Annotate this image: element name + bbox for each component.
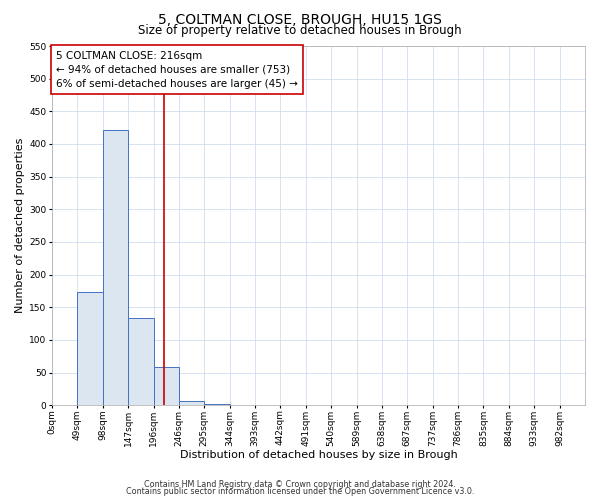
Bar [103,130,128,406]
Bar [128,318,154,406]
X-axis label: Distribution of detached houses by size in Brough: Distribution of detached houses by size … [179,450,457,460]
Bar [204,404,230,406]
Bar [331,404,356,406]
Bar [179,402,204,406]
Y-axis label: Number of detached properties: Number of detached properties [15,138,25,314]
Text: Contains HM Land Registry data © Crown copyright and database right 2024.: Contains HM Land Registry data © Crown c… [144,480,456,489]
Text: Contains public sector information licensed under the Open Government Licence v3: Contains public sector information licen… [126,487,474,496]
Bar [77,292,103,406]
Text: 5, COLTMAN CLOSE, BROUGH, HU15 1GS: 5, COLTMAN CLOSE, BROUGH, HU15 1GS [158,12,442,26]
Bar [154,368,179,406]
Bar [534,404,560,406]
Text: Size of property relative to detached houses in Brough: Size of property relative to detached ho… [138,24,462,37]
Text: 5 COLTMAN CLOSE: 216sqm
← 94% of detached houses are smaller (753)
6% of semi-de: 5 COLTMAN CLOSE: 216sqm ← 94% of detache… [56,50,298,88]
